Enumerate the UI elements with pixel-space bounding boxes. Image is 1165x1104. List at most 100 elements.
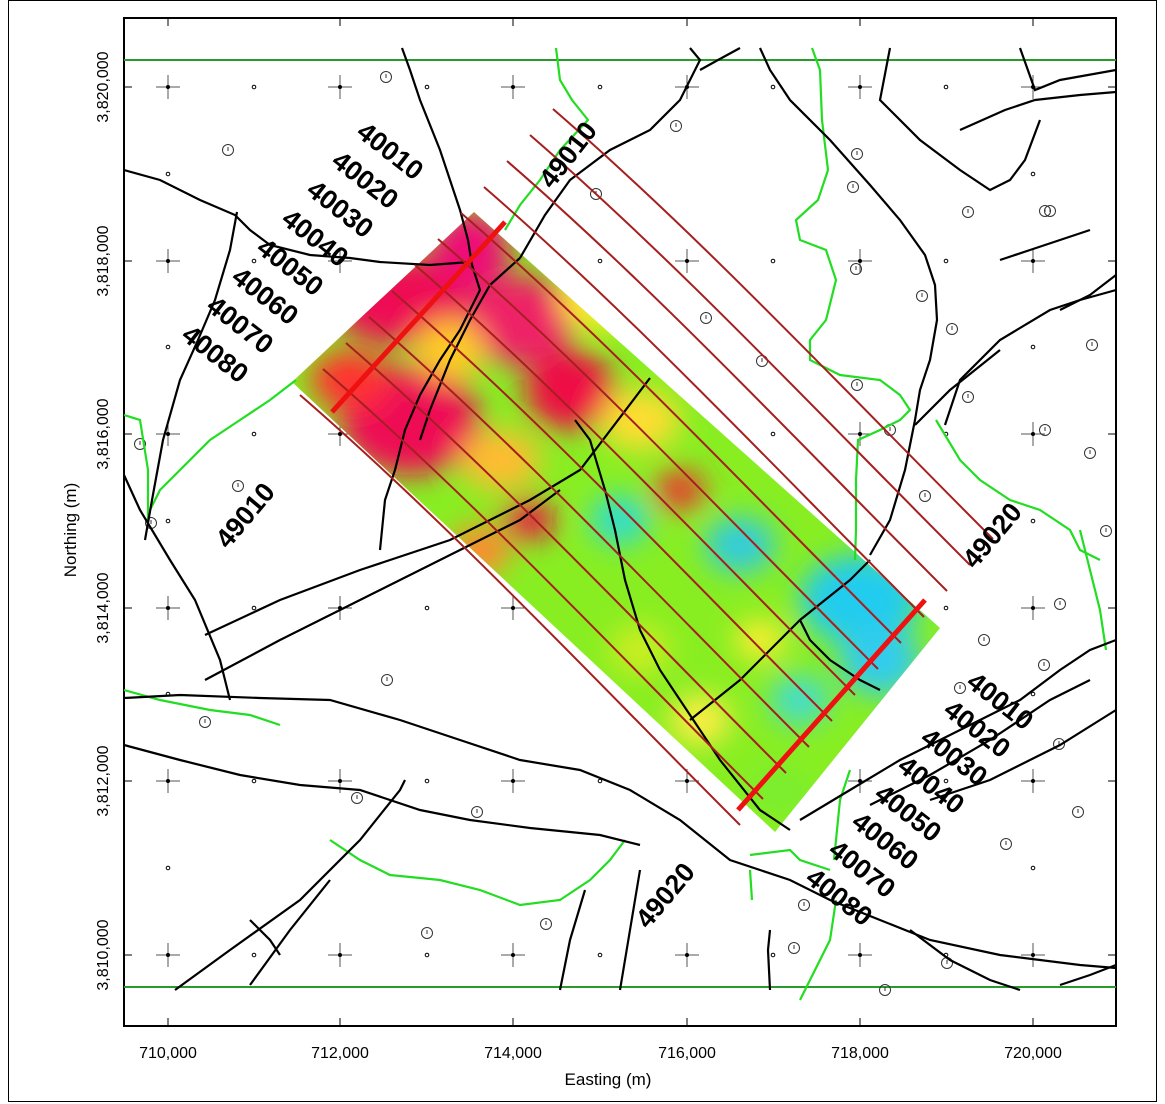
- grid-dot: [166, 85, 170, 89]
- grid-dot: [858, 779, 862, 783]
- grid-dot: [338, 432, 342, 436]
- tie-line-49010: [330, 220, 507, 414]
- site-ring: [879, 984, 891, 996]
- site-ring: [1039, 424, 1051, 436]
- site-ring: [788, 942, 800, 954]
- grid-dot: [858, 432, 862, 436]
- grid-dot: [943, 84, 949, 90]
- grid-dot: [597, 258, 603, 264]
- grid-dot: [943, 605, 949, 611]
- grid-dot: [770, 84, 776, 90]
- site-ring: [232, 480, 244, 492]
- survey-line: [368, 316, 810, 748]
- grid-dot: [1030, 865, 1036, 871]
- x-tick-label: 718,000: [831, 1045, 889, 1062]
- grid-dot: [424, 778, 430, 784]
- streams: [124, 47, 1108, 1001]
- grid-dot: [770, 952, 776, 958]
- grid-dot: [424, 605, 430, 611]
- grid-dot: [943, 778, 949, 784]
- site-ring: [850, 263, 862, 275]
- x-axis-title: Easting (m): [565, 1070, 652, 1089]
- site-ring: [916, 290, 928, 302]
- grid-dot: [858, 85, 862, 89]
- survey-line: [437, 238, 879, 670]
- site-ring: [1000, 838, 1012, 850]
- site-ring: [962, 206, 974, 218]
- grid-dot: [1030, 344, 1036, 350]
- x-tick-label: 714,000: [484, 1045, 542, 1062]
- site-ring: [380, 71, 392, 83]
- site-ring: [919, 490, 931, 502]
- grid-dot: [166, 606, 170, 610]
- survey-line: [483, 186, 925, 618]
- grid-dot: [1031, 779, 1035, 783]
- site-ring: [421, 927, 433, 939]
- site-ring: [946, 323, 958, 335]
- y-tick-label: 3,820,000: [95, 51, 112, 122]
- site-ring: [381, 674, 393, 686]
- tie-line-49020: [736, 598, 927, 812]
- grid-dot: [166, 432, 170, 436]
- grid-dot: [858, 953, 862, 957]
- grid-dot: [166, 779, 170, 783]
- survey-line: [529, 134, 971, 566]
- grid-dot: [597, 952, 603, 958]
- site-ring: [1038, 659, 1050, 671]
- survey-line: [345, 342, 787, 774]
- grid-dot: [251, 952, 257, 958]
- grid-dot: [251, 258, 257, 264]
- x-tick-label: 710,000: [139, 1045, 197, 1062]
- site-ring: [798, 899, 810, 911]
- roads: [124, 47, 1116, 992]
- site-ring: [954, 682, 966, 694]
- y-tick-label: 3,810,000: [95, 919, 112, 990]
- grid-dot: [1030, 518, 1036, 524]
- x-tick-label: 716,000: [658, 1045, 716, 1062]
- survey-line: [414, 264, 856, 696]
- tie-lines: [330, 220, 927, 812]
- grid-dot: [165, 344, 171, 350]
- grid-dot: [424, 84, 430, 90]
- grid-dot: [597, 84, 603, 90]
- grid-dot: [511, 606, 515, 610]
- grid-dot: [424, 952, 430, 958]
- site-ring: [700, 312, 712, 324]
- site-ring: [134, 438, 146, 450]
- grid-dot: [338, 85, 342, 89]
- site-ring: [1053, 738, 1065, 750]
- grid-dot: [685, 779, 689, 783]
- survey-line: [391, 290, 833, 722]
- site-ring: [847, 181, 859, 193]
- grid-dot: [166, 259, 170, 263]
- grid-dot: [511, 85, 515, 89]
- site-ring: [851, 379, 863, 391]
- grid-dot: [166, 953, 170, 957]
- x-tick-label: 712,000: [311, 1045, 369, 1062]
- site-ring: [471, 806, 483, 818]
- grid-dot: [338, 953, 342, 957]
- site-ring: [1054, 598, 1066, 610]
- site-ring: [590, 188, 602, 200]
- grid-dot: [1031, 432, 1035, 436]
- grid-dot: [251, 84, 257, 90]
- grid-dot: [165, 171, 171, 177]
- site-ring: [1044, 205, 1056, 217]
- grid-dot: [770, 431, 776, 437]
- site-ring: [1086, 339, 1098, 351]
- y-axis-title: Northing (m): [61, 483, 80, 577]
- site-ring: [1072, 806, 1084, 818]
- grid-dot: [338, 779, 342, 783]
- axis-ticks: [124, 18, 1116, 1026]
- site-ring: [978, 634, 990, 646]
- site-ring: [1100, 525, 1112, 537]
- site-ring: [1084, 447, 1096, 459]
- y-tick-label: 3,814,000: [95, 572, 112, 643]
- grid-dot: [1030, 691, 1036, 697]
- y-tick-label: 3,816,000: [95, 398, 112, 469]
- y-axis: 3,820,000 3,818,000 3,816,000 3,814,000 …: [61, 51, 112, 990]
- survey-line: [299, 394, 741, 826]
- grid-dot: [511, 779, 515, 783]
- survey-lines: [299, 108, 994, 826]
- site-ring: [670, 120, 682, 132]
